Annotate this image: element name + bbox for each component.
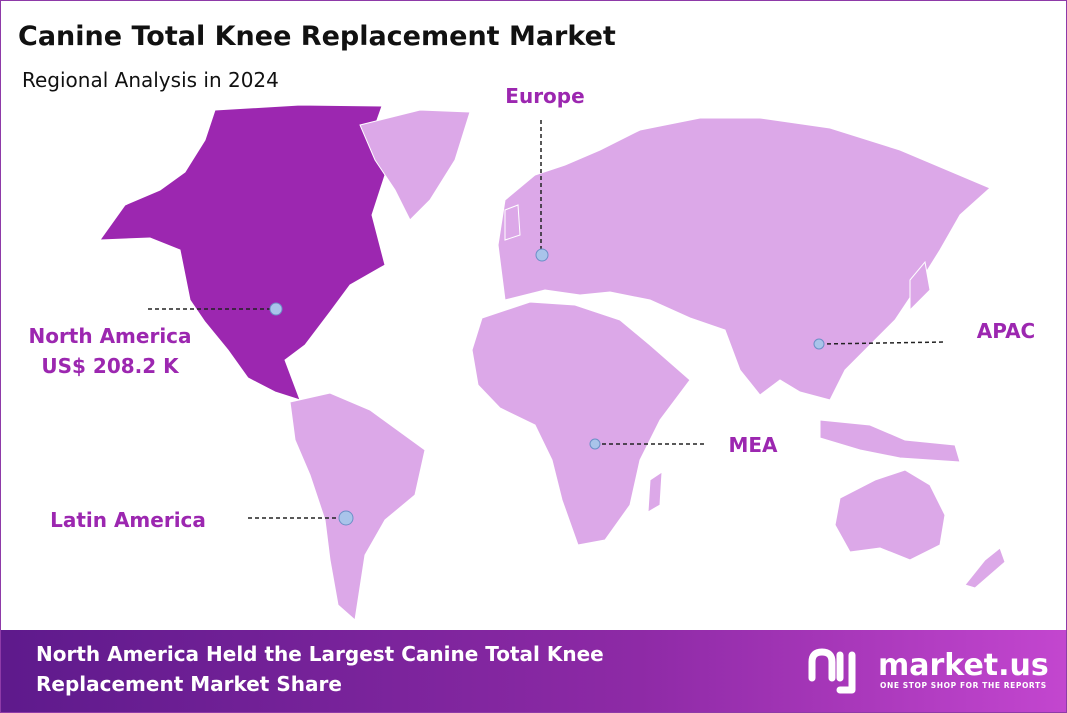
world-map (98, 104, 1006, 621)
australia (834, 469, 946, 561)
greenland (359, 109, 471, 221)
south-america (289, 392, 426, 621)
callouts (148, 120, 946, 526)
logo-name: market.us (878, 648, 1049, 683)
footer-headline: Replacement Market Share (36, 672, 342, 696)
subtitle: Regional Analysis in 2024 (22, 68, 279, 92)
logo-tagline: ONE STOP SHOP FOR THE REPORTS (880, 681, 1047, 690)
uk (504, 204, 521, 241)
region-label: MEA (728, 433, 778, 457)
marker (338, 510, 354, 526)
region-value: US$ 208.2 K (41, 354, 180, 378)
madagascar (647, 471, 663, 513)
africa (471, 301, 691, 546)
footer-banner (1, 630, 1066, 712)
new-zealand (964, 547, 1006, 589)
marker (535, 248, 549, 262)
marker (813, 338, 825, 350)
region-label: North America (28, 324, 191, 348)
footer-headline: North America Held the Largest Canine To… (36, 642, 604, 666)
japan (909, 260, 931, 312)
marker (589, 438, 601, 450)
marker (269, 302, 283, 316)
region-label: APAC (977, 319, 1035, 343)
region-label: Latin America (50, 508, 206, 532)
indonesia (819, 419, 961, 463)
region-label: Europe (505, 84, 584, 108)
logo: market.us ONE STOP SHOP FOR THE REPORTS (808, 648, 1049, 694)
title: Canine Total Knee Replacement Market (18, 21, 616, 52)
logo-icon (808, 648, 856, 694)
eurasia (497, 117, 991, 401)
